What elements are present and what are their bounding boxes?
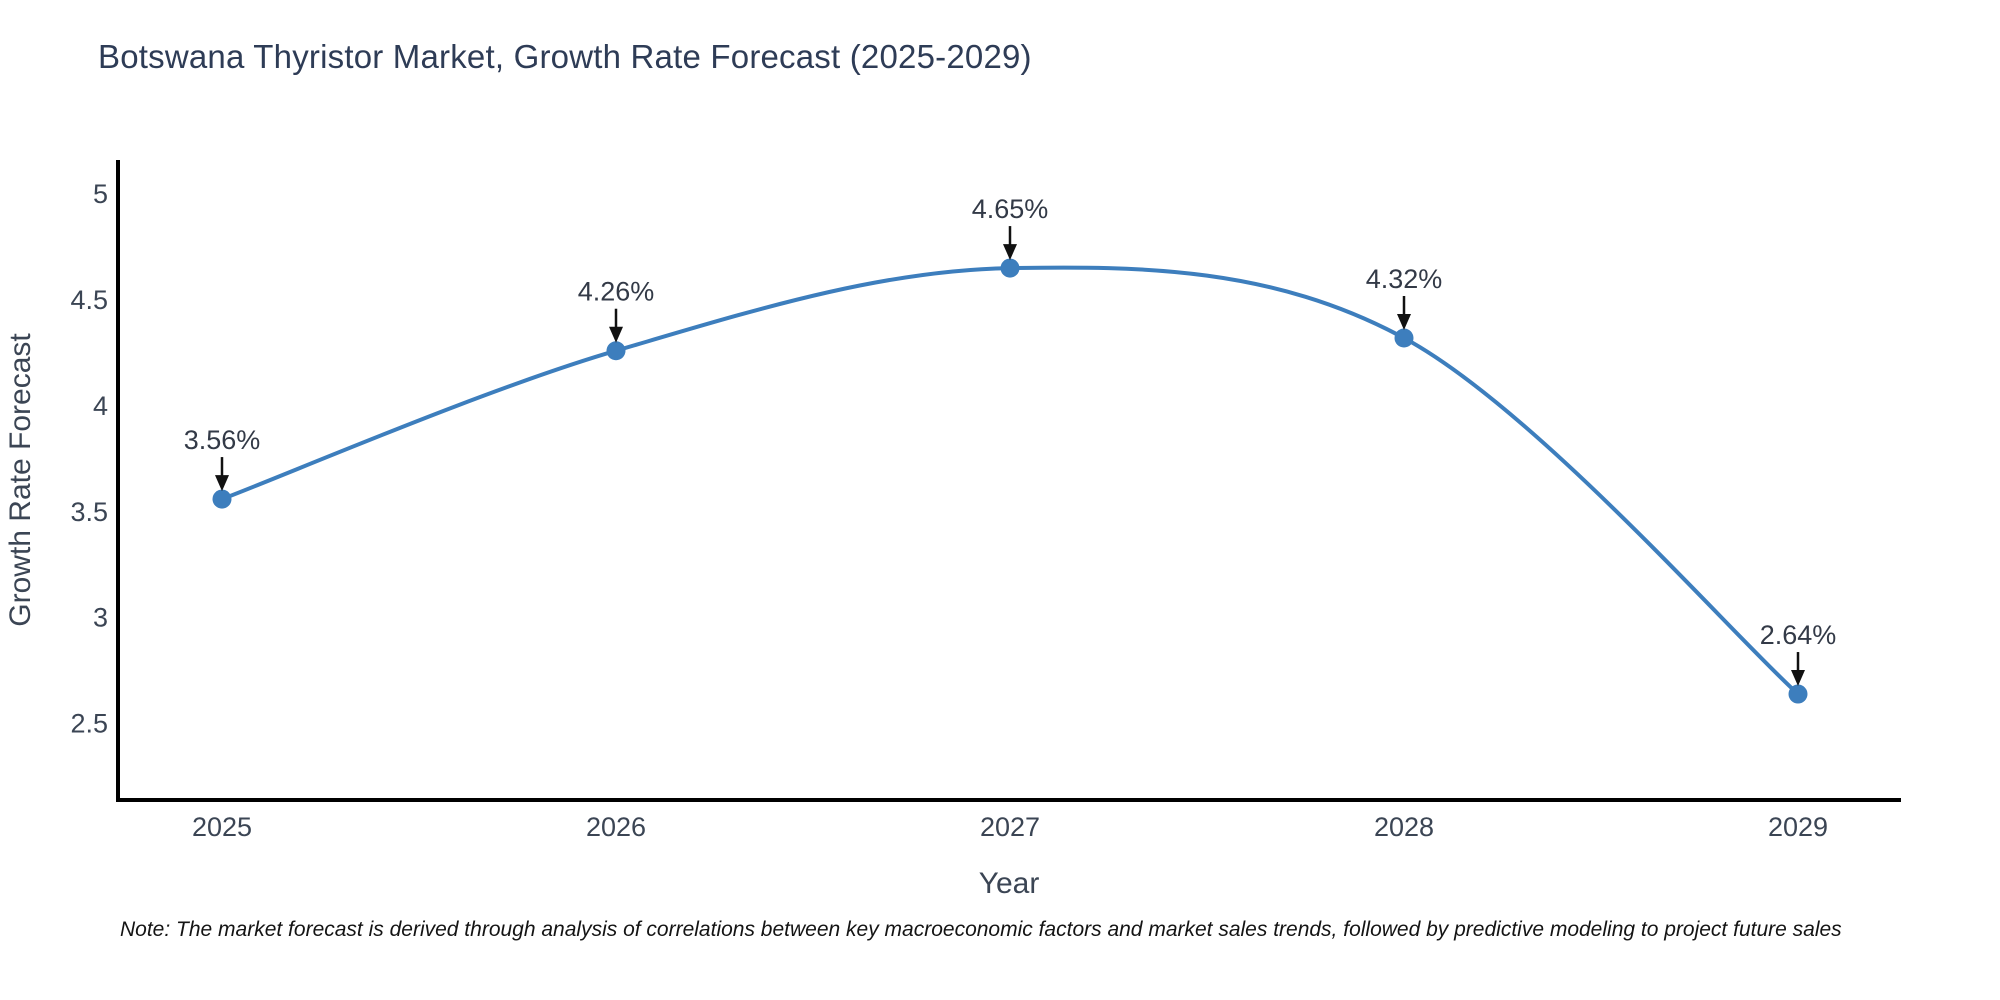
y-tick-label: 5: [93, 179, 108, 209]
annotation-arrowhead: [1791, 670, 1805, 687]
y-axis-title: Growth Rate Forecast: [4, 333, 37, 627]
annotation-label: 2.64%: [1760, 620, 1837, 650]
annotation-2029: 2.64%: [1760, 620, 1837, 687]
annotation-label: 3.56%: [184, 425, 261, 455]
x-tick-label: 2029: [1768, 812, 1828, 842]
chart-title: Botswana Thyristor Market, Growth Rate F…: [98, 38, 1032, 75]
y-tick-label: 4: [93, 391, 108, 421]
annotation-2028: 4.32%: [1366, 264, 1443, 331]
forecast-line: [220, 265, 1800, 697]
annotation-2025: 3.56%: [184, 425, 261, 492]
annotation-arrowhead: [215, 475, 229, 492]
annotation-label: 4.32%: [1366, 264, 1443, 294]
footnote: Note: The market forecast is derived thr…: [120, 918, 1842, 941]
annotation-arrowhead: [1003, 244, 1017, 261]
annotation-arrowhead: [1397, 314, 1411, 331]
x-tick-label: 2025: [192, 812, 252, 842]
annotation-label: 4.65%: [972, 194, 1049, 224]
data-point-2027: [1000, 258, 1020, 278]
data-point-2025: [212, 489, 232, 509]
annotation-label: 4.26%: [578, 277, 655, 307]
y-tick-label: 4.5: [70, 285, 108, 315]
y-tick-label: 3: [93, 603, 108, 633]
x-tick-label: 2026: [586, 812, 646, 842]
annotation-2027: 4.65%: [972, 194, 1049, 261]
y-tick-label: 3.5: [70, 497, 108, 527]
x-axis-title: Year: [979, 867, 1040, 900]
data-point-2026: [606, 341, 626, 361]
data-point-2028: [1394, 328, 1414, 348]
annotation-arrowhead: [609, 326, 623, 343]
x-tick-label: 2028: [1374, 812, 1434, 842]
y-tick-label: 2.5: [70, 709, 108, 739]
x-tick-label: 2027: [980, 812, 1040, 842]
annotation-2026: 4.26%: [578, 277, 655, 343]
data-point-2029: [1788, 684, 1808, 704]
